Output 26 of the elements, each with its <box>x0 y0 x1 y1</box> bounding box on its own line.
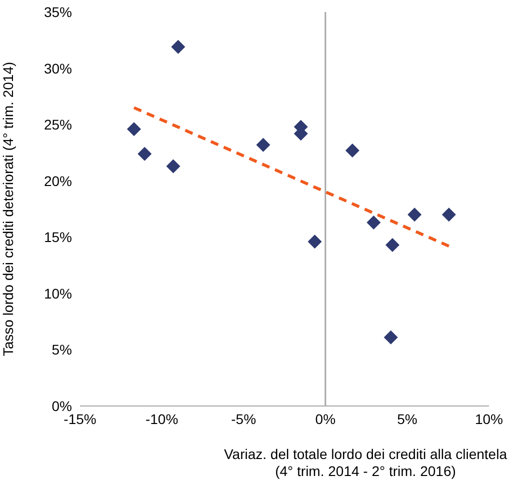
y-tick-label: 20% <box>44 172 72 189</box>
y-tick-label: 10% <box>44 285 72 302</box>
point <box>171 40 186 54</box>
x-tick-label: 5% <box>397 410 418 427</box>
point <box>138 146 152 161</box>
point <box>384 330 398 344</box>
point <box>256 138 270 152</box>
y-tick-label: 5% <box>52 342 72 358</box>
point <box>345 143 360 158</box>
y-tick-label: 25% <box>44 116 72 133</box>
point <box>308 234 322 249</box>
point <box>166 159 180 174</box>
y-axis-title: Tasso lordo dei crediti deteriorati (4° trim. 2014) <box>0 62 16 356</box>
point <box>442 208 456 222</box>
point <box>126 122 141 136</box>
point <box>366 216 381 230</box>
point <box>408 208 422 222</box>
x-tick-label: -5% <box>231 410 256 427</box>
x-axis-title: Variaz. del totale lordo dei crediti alla clientela (4° trim. 2014 - 2° trim. 2016) <box>224 446 507 480</box>
y-tick-label: 30% <box>44 60 72 76</box>
x-tick-label: 0% <box>315 410 336 427</box>
x-tick-label: 10% <box>474 410 504 427</box>
y-tick-label: 15% <box>44 229 72 246</box>
point <box>385 238 400 252</box>
y-tick-label: 35% <box>44 4 72 20</box>
x-tick-label: -10% <box>145 410 178 427</box>
